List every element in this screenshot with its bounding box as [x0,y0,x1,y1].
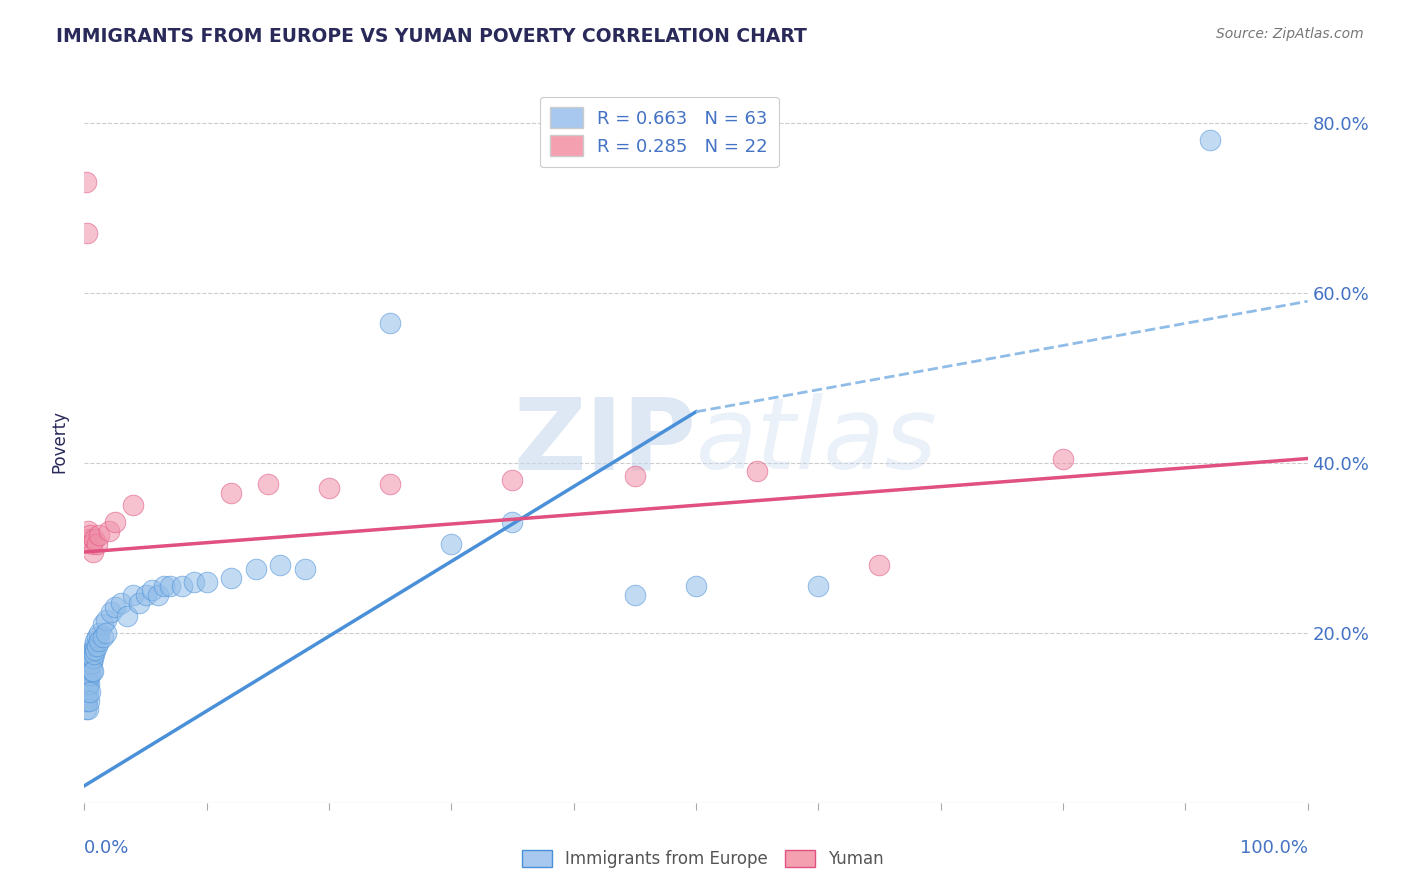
Point [82,664,104,678]
Point [77,533,100,547]
Point [83,639,105,653]
Point [380,316,402,330]
Point [172,579,194,593]
Point [104,600,127,615]
Text: IMMIGRANTS FROM EUROPE VS YUMAN POVERTY CORRELATION CHART: IMMIGRANTS FROM EUROPE VS YUMAN POVERTY … [56,27,807,45]
Point [77,677,100,691]
Point [380,477,402,491]
Point [79,685,101,699]
Point [96,613,118,627]
Point [80,536,103,550]
Y-axis label: Poverty: Poverty [51,410,69,473]
Point [141,583,163,598]
Point [84,634,107,648]
Text: ZIP: ZIP [513,393,696,490]
Point [122,498,145,512]
Point [76,673,98,687]
Point [685,579,707,593]
Point [128,596,150,610]
Point [153,579,176,593]
Point [77,694,100,708]
Point [91,617,114,632]
Point [76,664,98,678]
Point [83,647,105,661]
Point [75,677,97,691]
Point [82,642,104,657]
Point [80,656,103,670]
Point [100,605,122,619]
Point [440,536,463,550]
Point [502,516,524,530]
Point [502,473,524,487]
Point [146,588,169,602]
Point [747,464,769,478]
Point [77,524,100,538]
Point [97,524,120,538]
Point [82,651,104,665]
Point [86,536,108,550]
Point [219,570,242,584]
Point [76,694,98,708]
Point [77,677,100,691]
Text: Source: ZipAtlas.com: Source: ZipAtlas.com [1216,27,1364,41]
Point [77,664,100,678]
Point [195,574,218,589]
Point [87,625,110,640]
Point [135,588,157,602]
Point [83,533,105,547]
Point [219,485,242,500]
Legend: R = 0.663   N = 63, R = 0.285   N = 22: R = 0.663 N = 63, R = 0.285 N = 22 [540,96,779,167]
Point [624,468,647,483]
Point [75,694,97,708]
Point [110,596,132,610]
Point [79,668,101,682]
Point [76,227,98,241]
Point [1052,451,1074,466]
Point [86,639,108,653]
Point [91,630,114,644]
Point [1198,133,1220,147]
Point [77,660,100,674]
Text: 0.0%: 0.0% [84,838,129,857]
Point [96,625,118,640]
Point [122,588,145,602]
Point [294,562,316,576]
Text: atlas: atlas [696,393,938,490]
Point [87,634,110,648]
Point [80,647,103,661]
Point [269,558,291,572]
Point [75,702,97,716]
Point [77,651,100,665]
Point [77,702,100,716]
Point [75,685,97,699]
Point [84,642,107,657]
Point [80,664,103,678]
Point [87,528,110,542]
Point [318,481,340,495]
Point [82,545,104,559]
Text: 100.0%: 100.0% [1240,838,1308,857]
Point [104,516,127,530]
Point [115,608,138,623]
Point [245,562,267,576]
Point [807,579,830,593]
Point [77,685,100,699]
Point [257,477,280,491]
Point [79,528,101,542]
Point [159,579,181,593]
Point [75,175,97,189]
Point [76,681,98,695]
Point [869,558,891,572]
Point [183,574,205,589]
Point [86,630,108,644]
Legend: Immigrants from Europe, Yuman: Immigrants from Europe, Yuman [516,843,890,875]
Point [79,647,101,661]
Point [79,656,101,670]
Point [624,588,647,602]
